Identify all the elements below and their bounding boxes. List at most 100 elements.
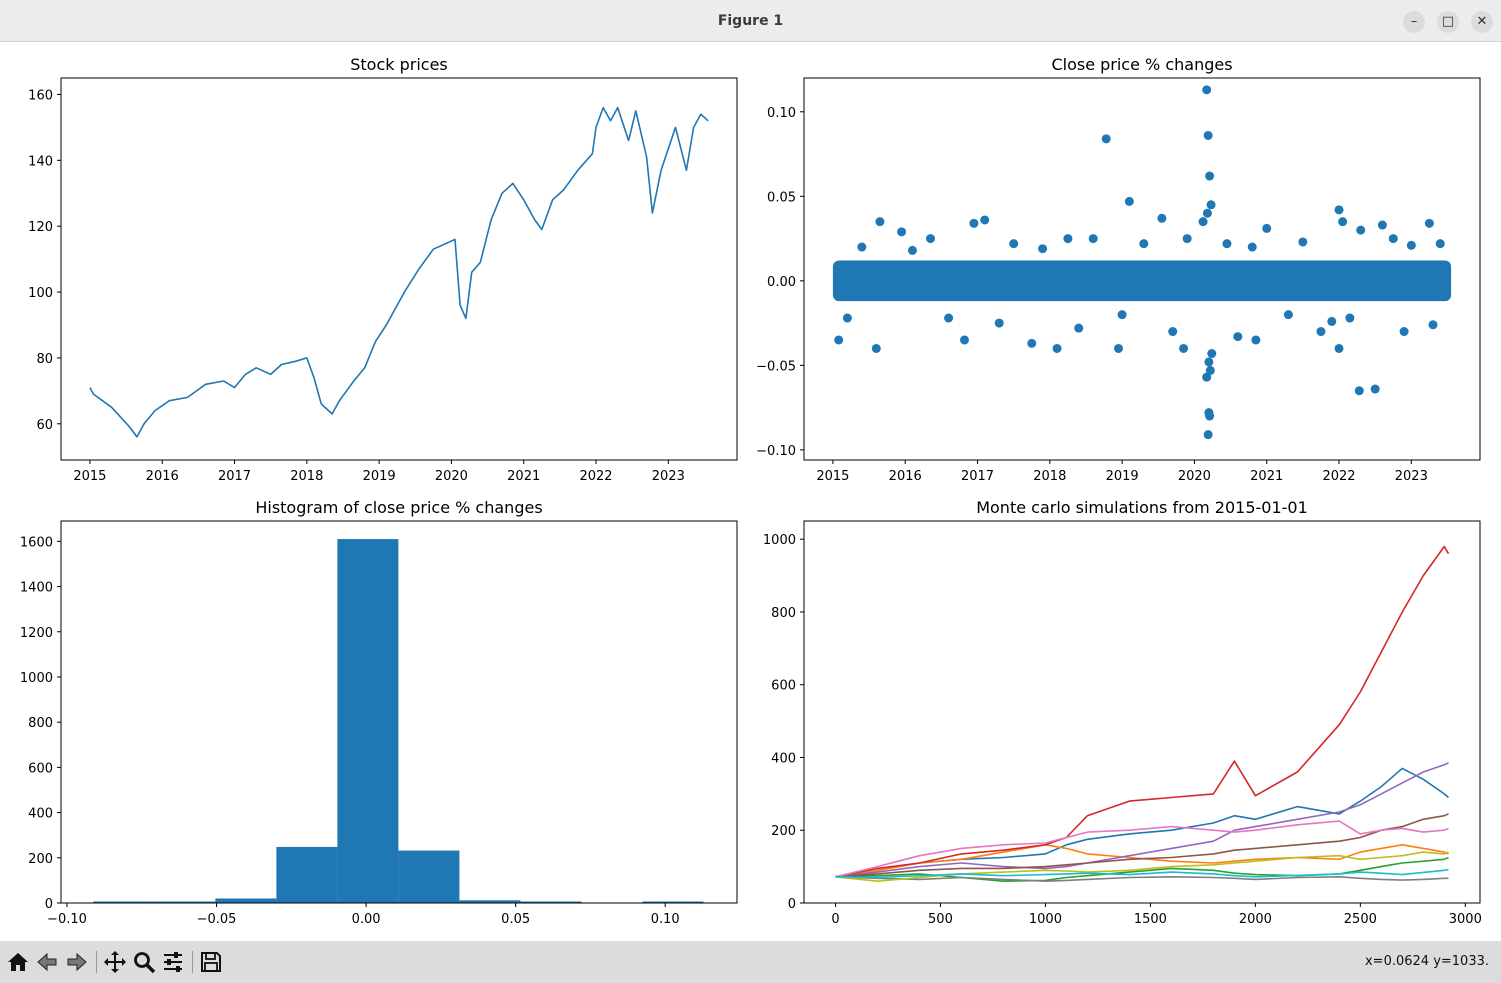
x-tick-label: 2000	[1239, 912, 1272, 927]
scatter-point	[857, 242, 867, 252]
back-icon[interactable]	[35, 950, 59, 974]
histogram-bar	[398, 850, 460, 903]
scatter-point	[1247, 242, 1257, 252]
scatter-point	[1182, 234, 1192, 244]
scatter-point	[1205, 365, 1215, 375]
scatter-point	[1356, 225, 1366, 235]
x-tick-label: 1500	[1134, 912, 1167, 927]
scatter-dense-band	[832, 260, 1452, 302]
x-tick-label: −0.05	[197, 912, 237, 927]
x-tick-label: 2019	[1106, 469, 1139, 484]
scatter-point	[1202, 85, 1212, 95]
scatter-point	[1124, 196, 1134, 206]
x-tick-label: 0.10	[651, 912, 680, 927]
forward-icon[interactable]	[65, 950, 89, 974]
scatter-point	[994, 318, 1004, 328]
scatter-point	[1298, 237, 1308, 247]
x-tick-label: 0	[831, 912, 839, 927]
histogram-bar	[520, 901, 582, 903]
x-tick-label: 3000	[1449, 912, 1482, 927]
home-icon[interactable]	[6, 950, 30, 974]
save-icon[interactable]	[199, 950, 223, 974]
subplot-2: 2015 2016 2017 2018 2019 2020 2021 2022 2023 0.10…	[756, 55, 1481, 484]
scatter-point	[1168, 327, 1178, 337]
scatter-point	[1009, 239, 1019, 249]
y-tick-label: 0.00	[767, 275, 796, 290]
chart-title: Stock prices	[350, 55, 448, 74]
scatter-point	[1179, 343, 1189, 353]
scatter-point	[1202, 208, 1212, 218]
maximize-icon[interactable]: □	[1437, 11, 1459, 33]
scatter-point	[1345, 313, 1355, 323]
x-tick-label: 0.05	[501, 912, 530, 927]
y-tick-label: −0.10	[756, 444, 796, 459]
x-tick-label: 2020	[1178, 469, 1211, 484]
axes-frame	[60, 520, 738, 904]
histogram-bar	[337, 539, 399, 903]
scatter-point	[842, 313, 852, 323]
scatter-point	[1205, 411, 1215, 421]
y-tick-label: 80	[36, 352, 53, 367]
simulation-line	[835, 820, 1449, 878]
y-tick-label: 0	[788, 897, 796, 912]
y-tick-label: 200	[771, 824, 796, 839]
x-tick-label: 2021	[507, 469, 540, 484]
configure-subplots-icon[interactable]	[161, 950, 185, 974]
y-tick-label: 800	[28, 716, 53, 731]
toolbar-separator	[192, 951, 193, 973]
y-tick-label: 0	[45, 897, 53, 912]
simulation-line	[835, 762, 1449, 878]
scatter-point	[1428, 320, 1438, 330]
cursor-coordinates: x=0.0624 y=1033.	[1364, 954, 1489, 969]
y-tick-label: 0.05	[767, 190, 796, 205]
scatter-point	[1334, 343, 1344, 353]
y-tick-label: 160	[28, 88, 53, 103]
y-tick-label: 100	[28, 286, 53, 301]
scatter-point	[875, 217, 885, 227]
scatter-point	[1206, 200, 1216, 210]
subplot-3: −0.10 −0.05 0.00 0.05 0.10 0 200 400 600 800 1000 1…	[20, 498, 738, 927]
simulation-line	[835, 876, 1449, 882]
scatter-point	[1399, 327, 1409, 337]
scatter-point	[1388, 234, 1398, 244]
y-tick-label: 400	[28, 807, 53, 822]
histogram-bar	[215, 898, 277, 903]
x-tick-label: 1000	[1029, 912, 1062, 927]
close-icon[interactable]: ✕	[1471, 11, 1493, 33]
y-tick-label: 600	[28, 761, 53, 776]
x-tick-label: 2015	[73, 469, 106, 484]
scatter-point	[1424, 218, 1434, 228]
scatter-point	[1101, 134, 1111, 144]
scatter-point	[1435, 239, 1445, 249]
simulation-line	[835, 545, 1450, 878]
scatter-point	[969, 218, 979, 228]
scatter-point	[1052, 343, 1062, 353]
scatter-point	[1027, 338, 1037, 348]
subplot-4: 0 500 1000 1500 2000 2500 3000 0 200 400 600 800 100…	[763, 498, 1482, 927]
scatter-point	[1406, 240, 1416, 250]
chart-title: Close price % changes	[1051, 55, 1232, 74]
scatter-point	[1139, 239, 1149, 249]
x-tick-label: 2023	[652, 469, 685, 484]
y-tick-label: 0.10	[767, 106, 796, 121]
x-tick-label: 2020	[435, 469, 468, 484]
y-tick-label: 1000	[763, 533, 796, 548]
scatter-point	[1117, 310, 1127, 320]
scatter-point	[1198, 217, 1208, 227]
scatter-point	[1283, 310, 1293, 320]
scatter-point	[1204, 357, 1214, 367]
figure-canvas[interactable]: 2015 2016 2017 2018 2019 2020 2021 2022 2023 60 80…	[0, 42, 1501, 940]
zoom-icon[interactable]	[132, 950, 156, 974]
scatter-point	[1207, 349, 1217, 359]
figure-svg: 2015 2016 2017 2018 2019 2020 2021 2022 2023 60 80…	[20, 55, 1482, 927]
scatter-point	[1251, 335, 1261, 345]
pan-icon[interactable]	[103, 950, 127, 974]
y-tick-label: 140	[28, 154, 53, 169]
scatter-point	[871, 343, 881, 353]
x-tick-label: 2017	[218, 469, 251, 484]
x-tick-label: 2018	[290, 469, 323, 484]
scatter-point	[1338, 217, 1348, 227]
scatter-point	[1157, 213, 1167, 223]
navigation-toolbar: x=0.0624 y=1033.	[0, 941, 1501, 983]
minimize-icon[interactable]: –	[1403, 11, 1425, 33]
